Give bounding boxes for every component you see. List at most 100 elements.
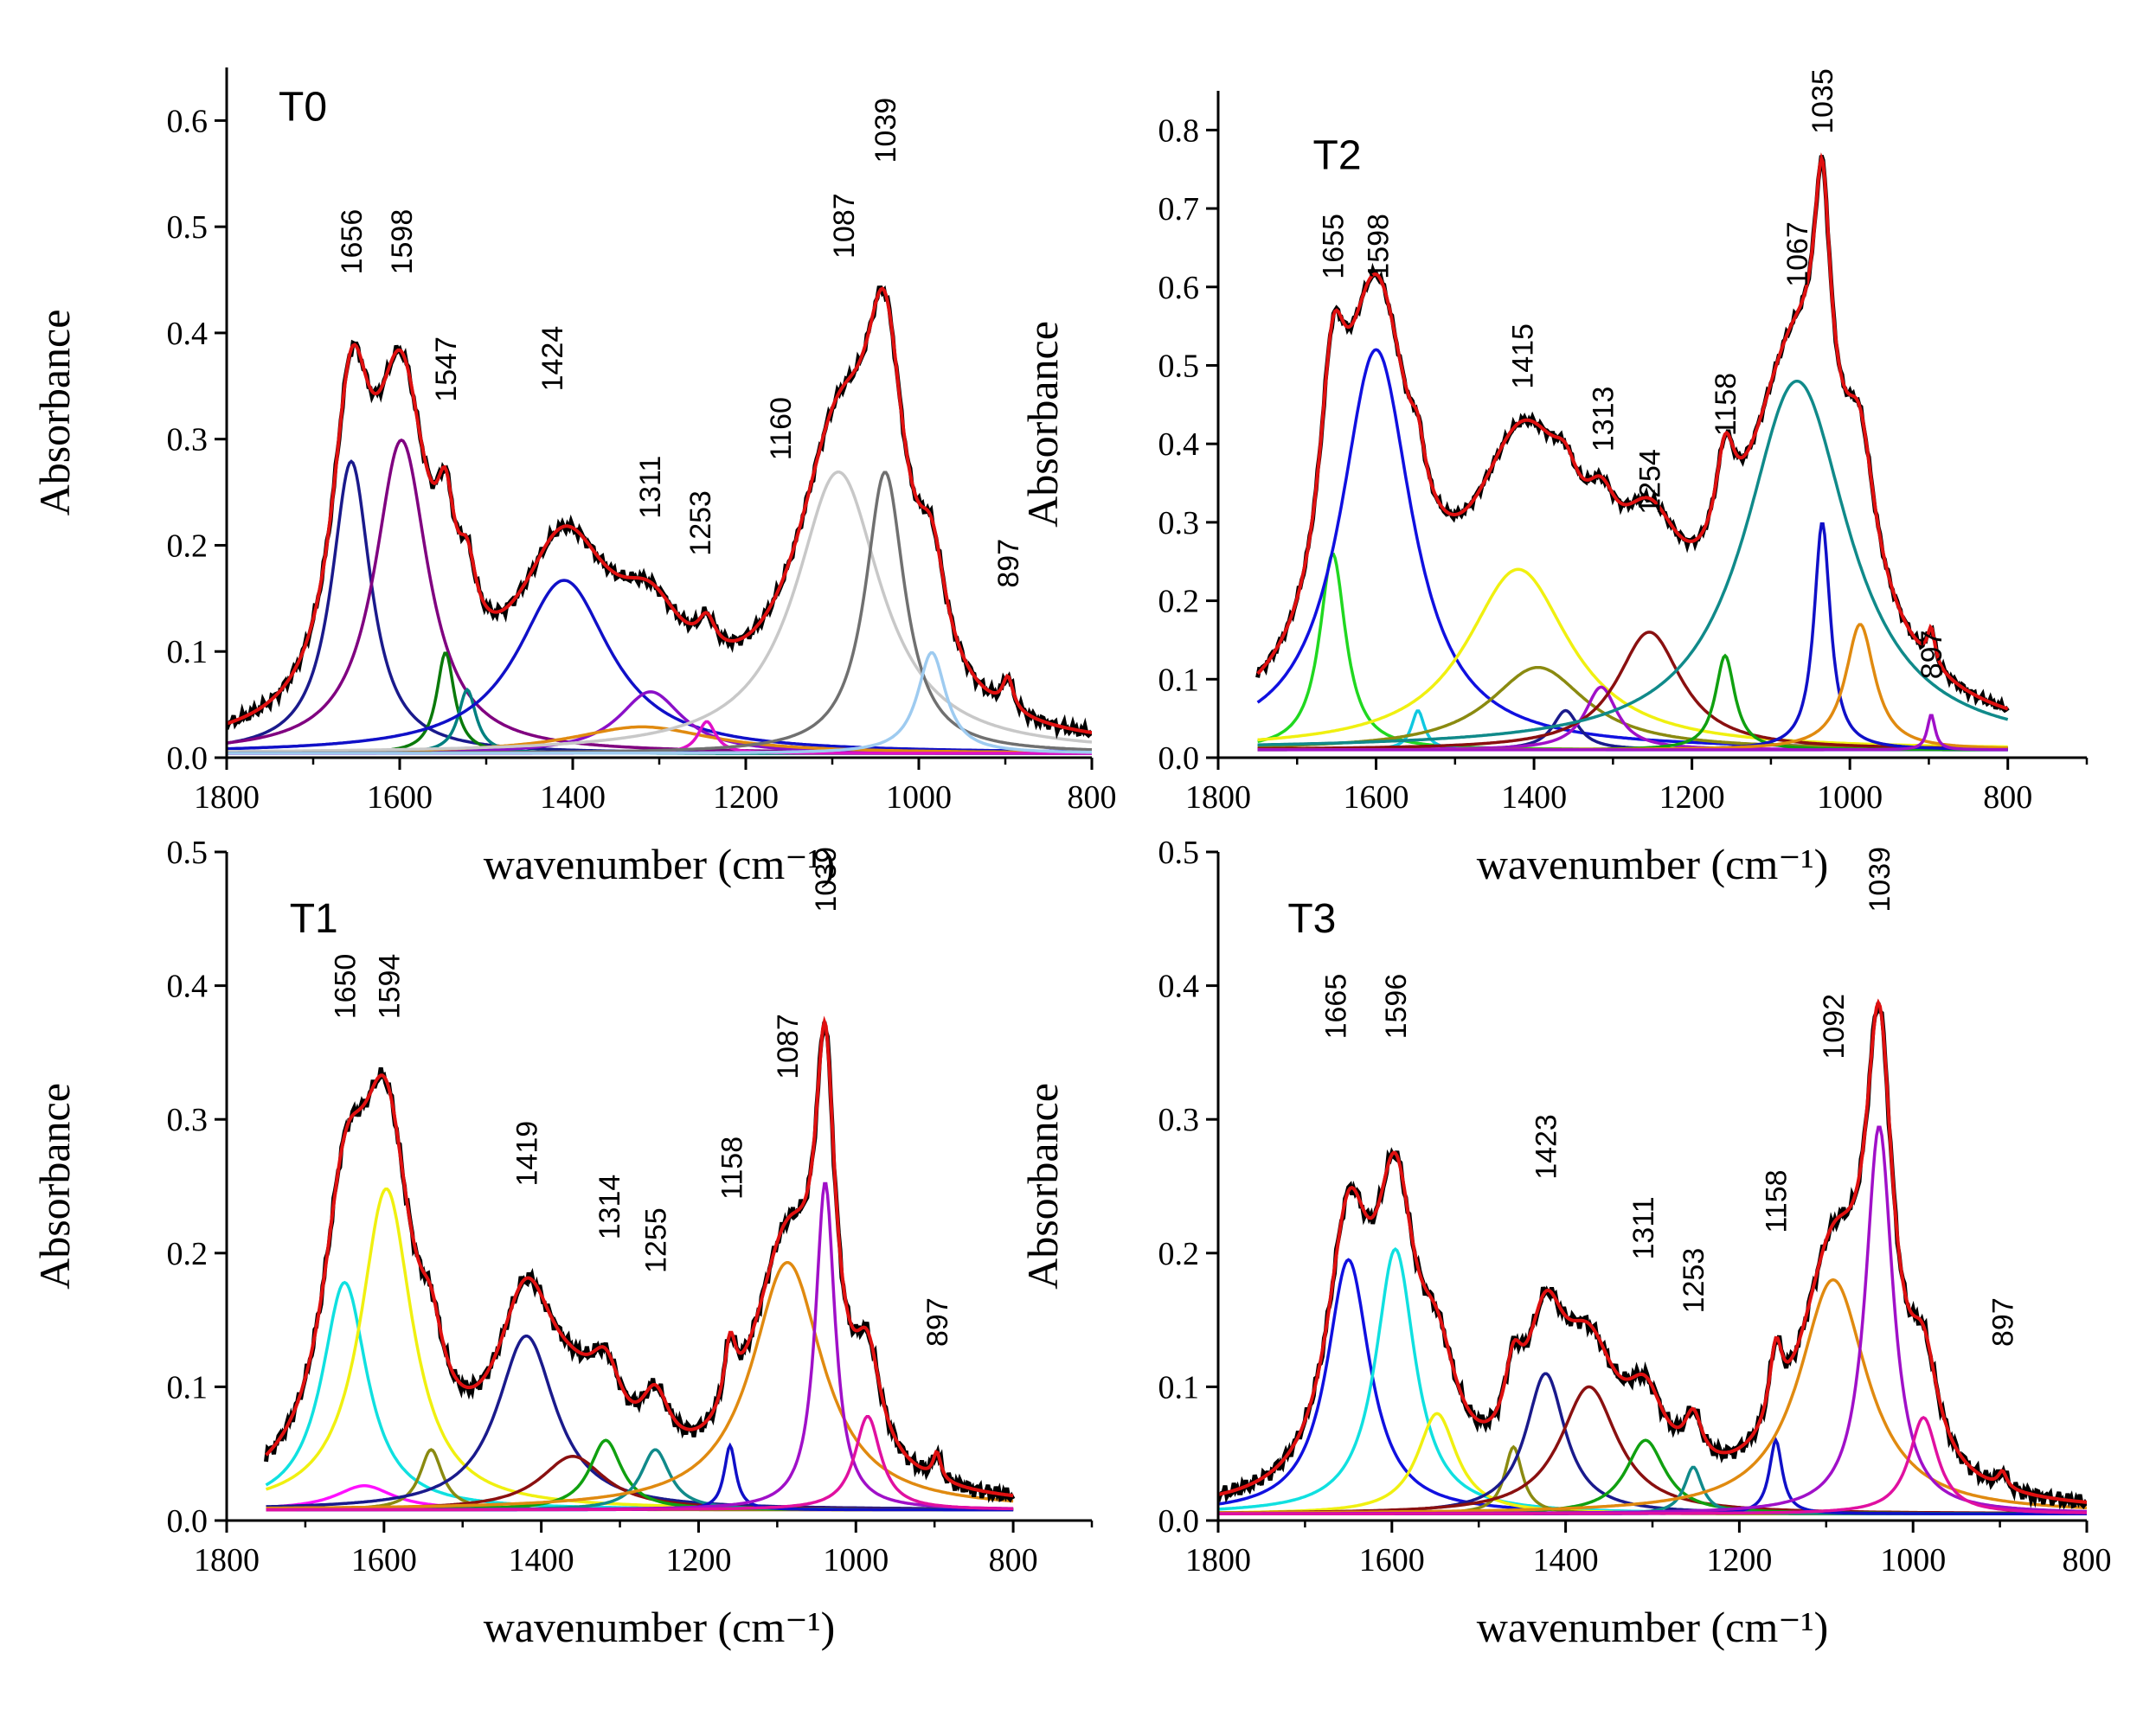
- panel-t0-peak-label-1160: 1160: [765, 397, 798, 460]
- panel-t2-y-tick-label-0.1: 0.1: [1158, 662, 1200, 698]
- panel-t3-peak-label-1311: 1311: [1627, 1196, 1660, 1259]
- panel-t1-x-axis-title: wavenumber (cm⁻¹): [484, 1603, 836, 1651]
- panel-t2-y-axis-title: Absorbance: [1018, 321, 1067, 528]
- panel-t0-x-tick-label-1000: 1000: [886, 779, 952, 816]
- panel-t3-y-tick-label-0.4: 0.4: [1158, 969, 1200, 1005]
- panel-t1-y-tick-label-0.4: 0.4: [167, 969, 209, 1005]
- panel-t0-y-tick-label-0.2: 0.2: [167, 528, 209, 564]
- panel-t3-peak-label-1092: 1092: [1818, 994, 1851, 1060]
- panel-t0-peak-label-1656: 1656: [336, 209, 369, 275]
- panel-t0-x-tick-label-1200: 1200: [713, 779, 779, 816]
- panel-t2-x-tick-label-1200: 1200: [1659, 779, 1725, 816]
- panel-t1-x-tick-label-1000: 1000: [823, 1542, 889, 1578]
- panel-t3-peak-label-1423: 1423: [1530, 1114, 1563, 1180]
- panel-t3-component-1548: [1218, 1412, 2087, 1515]
- panel-t0-x-axis-title: wavenumber (cm⁻¹): [484, 840, 836, 888]
- panel-t2-x-tick-label-1400: 1400: [1501, 779, 1567, 816]
- panel-t1-x-tick-label-1400: 1400: [509, 1542, 574, 1578]
- panel-t3-y-axis-title: Absorbance: [1018, 1083, 1067, 1290]
- panel-t3-x-tick-label-1200: 1200: [1706, 1542, 1772, 1578]
- panel-t1-peak-label-1419: 1419: [510, 1121, 543, 1187]
- panel-t2-y-tick-label-0.5: 0.5: [1158, 348, 1200, 384]
- panel-t2-label: T2: [1313, 133, 1362, 179]
- panel-t3-y-tick-label-0.0: 0.0: [1158, 1503, 1200, 1540]
- panel-t0-x-tick-label-1800: 1800: [194, 779, 260, 816]
- panel-t1-x-tick-label-1800: 1800: [194, 1542, 260, 1578]
- panel-t2-x-tick-label-1000: 1000: [1817, 779, 1883, 816]
- panel-t0-fitted-spectrum: [227, 286, 1092, 735]
- panel-t1-peak-label-1650: 1650: [329, 954, 362, 1020]
- panel-t1-peak-label-1594: 1594: [373, 954, 406, 1020]
- panel-t0-peak-label-897: 897: [992, 539, 1025, 588]
- panel-t1-component-1087: [266, 1260, 1014, 1510]
- panel-t2-peak-label-1415: 1415: [1506, 323, 1539, 389]
- panel-t1-fitted-spectrum: [265, 1015, 1014, 1498]
- panel-t2-y-tick-label-0.6: 0.6: [1158, 270, 1200, 306]
- panel-t0-component-985: [227, 650, 1092, 755]
- panel-t2-y-tick-label-0.4: 0.4: [1158, 426, 1200, 463]
- panel-t0-component-1522: [227, 687, 1092, 755]
- panel-t2-y-tick-label-0.8: 0.8: [1158, 112, 1200, 149]
- panel-t3-x-tick-label-1600: 1600: [1359, 1542, 1425, 1578]
- panel-t2-y-tick-label-0.3: 0.3: [1158, 505, 1200, 541]
- panel-t3-x-tick-label-1400: 1400: [1533, 1542, 1599, 1578]
- panel-t0-peak-label-1253: 1253: [684, 490, 717, 556]
- panel-t0-x-tick-label-1400: 1400: [540, 779, 606, 816]
- panel-t1-peak-label-1314: 1314: [594, 1175, 626, 1240]
- panel-t3-x-tick-label-1800: 1800: [1185, 1542, 1251, 1578]
- panel-t1-x-tick-label-800: 800: [989, 1542, 1038, 1578]
- panel-t1-y-tick-label-0.0: 0.0: [167, 1503, 209, 1540]
- panel-t0-y-tick-label-0.1: 0.1: [167, 634, 209, 670]
- panel-t0-peak-label-1424: 1424: [536, 326, 569, 392]
- panel-t1-peak-label-897: 897: [921, 1297, 954, 1347]
- panel-t1-y-tick-label-0.2: 0.2: [167, 1236, 209, 1272]
- panel-t1-peak-label-1087: 1087: [772, 1014, 805, 1079]
- panel-t2-peak-label-1067: 1067: [1781, 221, 1814, 287]
- panel-t1-component-985: [266, 1414, 1014, 1512]
- panel-t2-peak-label-1254: 1254: [1633, 449, 1666, 515]
- panel-t0-y-tick-label-0.0: 0.0: [167, 740, 209, 777]
- panel-t2-peak-label-1158: 1158: [1710, 373, 1742, 436]
- panel-t0-y-tick-label-0.3: 0.3: [167, 422, 209, 458]
- panel-t3-x-tick-label-1000: 1000: [1880, 1542, 1946, 1578]
- panel-t2-y-tick-label-0.2: 0.2: [1158, 584, 1200, 620]
- panel-t3-x-axis-title: wavenumber (cm⁻¹): [1477, 1603, 1829, 1651]
- panel-t0-component-1547: [227, 651, 1092, 755]
- panel-t3-peak-label-1253: 1253: [1678, 1248, 1710, 1314]
- panel-t2-component-1254: [1257, 631, 2008, 751]
- panel-t3-y-tick-label-0.5: 0.5: [1158, 835, 1200, 871]
- panel-t0-peak-label-1311: 1311: [634, 456, 667, 519]
- panel-t1-x-tick-label-1200: 1200: [665, 1542, 731, 1578]
- panel-t3-peak-label-1039: 1039: [1864, 847, 1896, 912]
- panel-t1-y-tick-label-0.1: 0.1: [167, 1369, 209, 1405]
- panel-t2-peak-label-1313: 1313: [1588, 387, 1620, 452]
- panel-t0-label: T0: [279, 84, 327, 130]
- panel-t0-x-tick-label-1600: 1600: [367, 779, 433, 816]
- panel-t0-peak-label-1087: 1087: [828, 193, 861, 259]
- panel-t2-component-1035: [1257, 522, 2008, 752]
- panel-t1-y-tick-label-0.3: 0.3: [167, 1102, 209, 1138]
- panel-t0-y-axis-title: Absorbance: [30, 310, 79, 516]
- panel-t1-label: T1: [290, 896, 338, 942]
- panel-t3-component-1092: [1218, 1277, 2087, 1514]
- panel-t3-peak-label-1665: 1665: [1320, 974, 1353, 1040]
- panel-t1-peak-label-1255: 1255: [640, 1207, 673, 1273]
- panel-t2-peak-label-1035: 1035: [1806, 68, 1839, 134]
- panel-t2-y-tick-label-0.7: 0.7: [1158, 191, 1200, 227]
- panel-t0-peak-label-1039: 1039: [869, 98, 902, 163]
- panel-t1-y-axis-title: Absorbance: [30, 1083, 79, 1290]
- panel-t3-x-tick-label-800: 800: [2063, 1542, 2112, 1578]
- panel-t3-y-tick-label-0.2: 0.2: [1158, 1236, 1200, 1272]
- panel-t0-component-1310: [227, 690, 1092, 755]
- panel-t2-x-tick-label-800: 800: [1983, 779, 2032, 816]
- panel-t3-component-1596: [1218, 1246, 2087, 1515]
- panel-t3-y-tick-label-0.1: 0.1: [1158, 1369, 1200, 1405]
- panel-t2-component-1600: [1256, 348, 2008, 750]
- panel-t1-peak-label-1158: 1158: [716, 1137, 749, 1200]
- panel-t1-x-tick-label-1600: 1600: [351, 1542, 417, 1578]
- panel-t1-y-tick-label-0.5: 0.5: [167, 835, 209, 871]
- panel-t0-peak-label-1598: 1598: [386, 209, 419, 275]
- panel-t3-fitted-spectrum: [1218, 998, 2087, 1504]
- panel-t0-y-tick-label-0.4: 0.4: [167, 316, 209, 352]
